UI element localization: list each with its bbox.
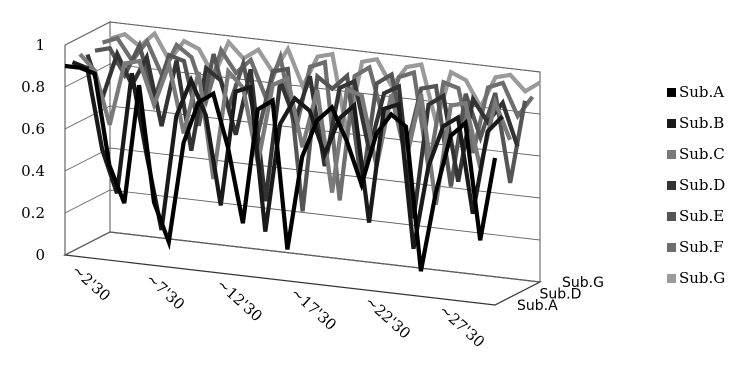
- legend-swatch: [667, 181, 676, 190]
- legend-label: Sub.C: [679, 145, 725, 163]
- depth-tick-label: Sub.A: [517, 298, 558, 314]
- depth-tick-label: Sub.D: [540, 287, 582, 303]
- y-tick-label: 1: [35, 36, 45, 54]
- legend-item: Sub.E: [667, 207, 724, 225]
- series-line-sub-e: [94, 39, 528, 212]
- x-tick-label: ~7'30: [142, 270, 188, 314]
- legend-item: Sub.C: [667, 145, 725, 163]
- legend-swatch: [667, 243, 676, 252]
- x-axis-ticks: ~2'30 ~7'30 ~12'30 ~17'30 ~22'30 ~27'30: [68, 261, 488, 351]
- legend-item: Sub.A: [667, 83, 724, 101]
- series-line-sub-a: [64, 63, 498, 272]
- legend-label: Sub.B: [679, 114, 724, 132]
- series-line-sub-g: [109, 30, 542, 135]
- legend-item: Sub.G: [667, 269, 725, 287]
- series-line-sub-d: [85, 48, 520, 219]
- gridline-y: [64, 105, 541, 157]
- x-tick-label: ~12'30: [213, 275, 266, 325]
- gridline-y: [64, 21, 541, 73]
- y-tick-label: 0.8: [21, 78, 45, 96]
- legend: Sub.A Sub.B Sub.C Sub.D Sub.E Sub.F Sub.G: [667, 83, 725, 287]
- legend-label: Sub.G: [679, 269, 725, 287]
- y-tick-label: 0: [35, 246, 45, 264]
- legend-label: Sub.A: [679, 83, 724, 101]
- depth-tick-label: Sub.G: [562, 275, 604, 291]
- chart-series-group: [64, 30, 542, 272]
- chart-frame: [62, 21, 543, 306]
- legend-swatch: [667, 274, 676, 283]
- legend-label: Sub.E: [679, 207, 724, 225]
- y-tick-label: 0.2: [21, 204, 45, 222]
- legend-swatch: [667, 150, 676, 159]
- x-tick-label: ~22'30: [361, 292, 414, 342]
- x-tick-label: ~2'30: [68, 261, 114, 305]
- legend-label: Sub.D: [679, 176, 725, 194]
- x-tick-label: ~17'30: [287, 284, 340, 334]
- y-tick-label: 0.4: [21, 162, 45, 180]
- legend-swatch: [667, 88, 676, 97]
- legend-item: Sub.D: [667, 176, 725, 194]
- gridline-y: [64, 147, 541, 199]
- legend-swatch: [667, 119, 676, 128]
- series-line-sub-f: [101, 35, 535, 201]
- legend-swatch: [667, 212, 676, 221]
- gridline-y: [64, 231, 541, 283]
- y-tick-label: 0.6: [21, 120, 45, 138]
- x-tick-label: ~27'30: [435, 301, 488, 351]
- y-axis-ticks: 0 0.2 0.4 0.6 0.8 1: [21, 36, 45, 264]
- legend-label: Sub.F: [679, 238, 724, 256]
- gridline-y: [64, 189, 541, 241]
- legend-item: Sub.F: [667, 238, 724, 256]
- legend-item: Sub.B: [667, 114, 724, 132]
